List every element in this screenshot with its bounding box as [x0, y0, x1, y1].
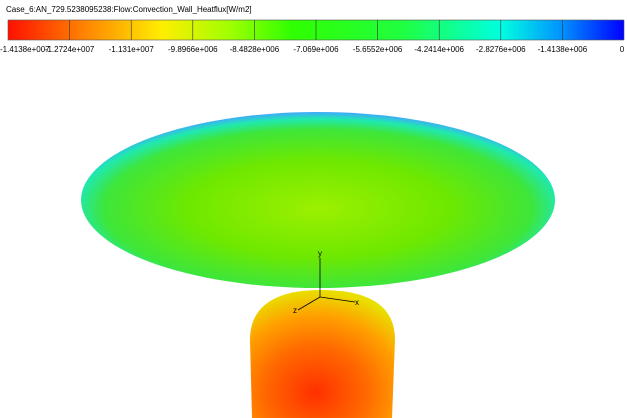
colorbar-tick-label: 0 [620, 45, 625, 54]
legend-title: Case_6:AN_729.5238095238:Flow:Convection… [6, 5, 252, 14]
colorbar-tick-label: -2.8276e+006 [476, 45, 526, 54]
colorbar-tick-label: -9.8966e+006 [168, 45, 218, 54]
colorbar-tick-label: -1.4138e+007 [0, 45, 50, 54]
dish-surface [81, 112, 555, 288]
colorbar-tick-label: -1.2724e+007 [45, 45, 95, 54]
stem-surface [250, 290, 395, 418]
colorbar-tick-label: -1.4138e+006 [538, 45, 588, 54]
colorbar-tick-label: -7.069e+006 [293, 45, 339, 54]
colorbar-tick-label: -5.6552e+006 [353, 45, 403, 54]
colorbar-tick-label: -4.2414e+006 [414, 45, 464, 54]
colorbar-tick-label: -1.131e+007 [109, 45, 155, 54]
axis-label: x [355, 298, 359, 307]
axis-label: y [318, 249, 322, 258]
viewport: Case_6:AN_729.5238095238:Flow:Convection… [0, 0, 627, 418]
axis-label: z [293, 306, 297, 315]
colorbar-tick-label: -8.4828e+006 [230, 45, 280, 54]
